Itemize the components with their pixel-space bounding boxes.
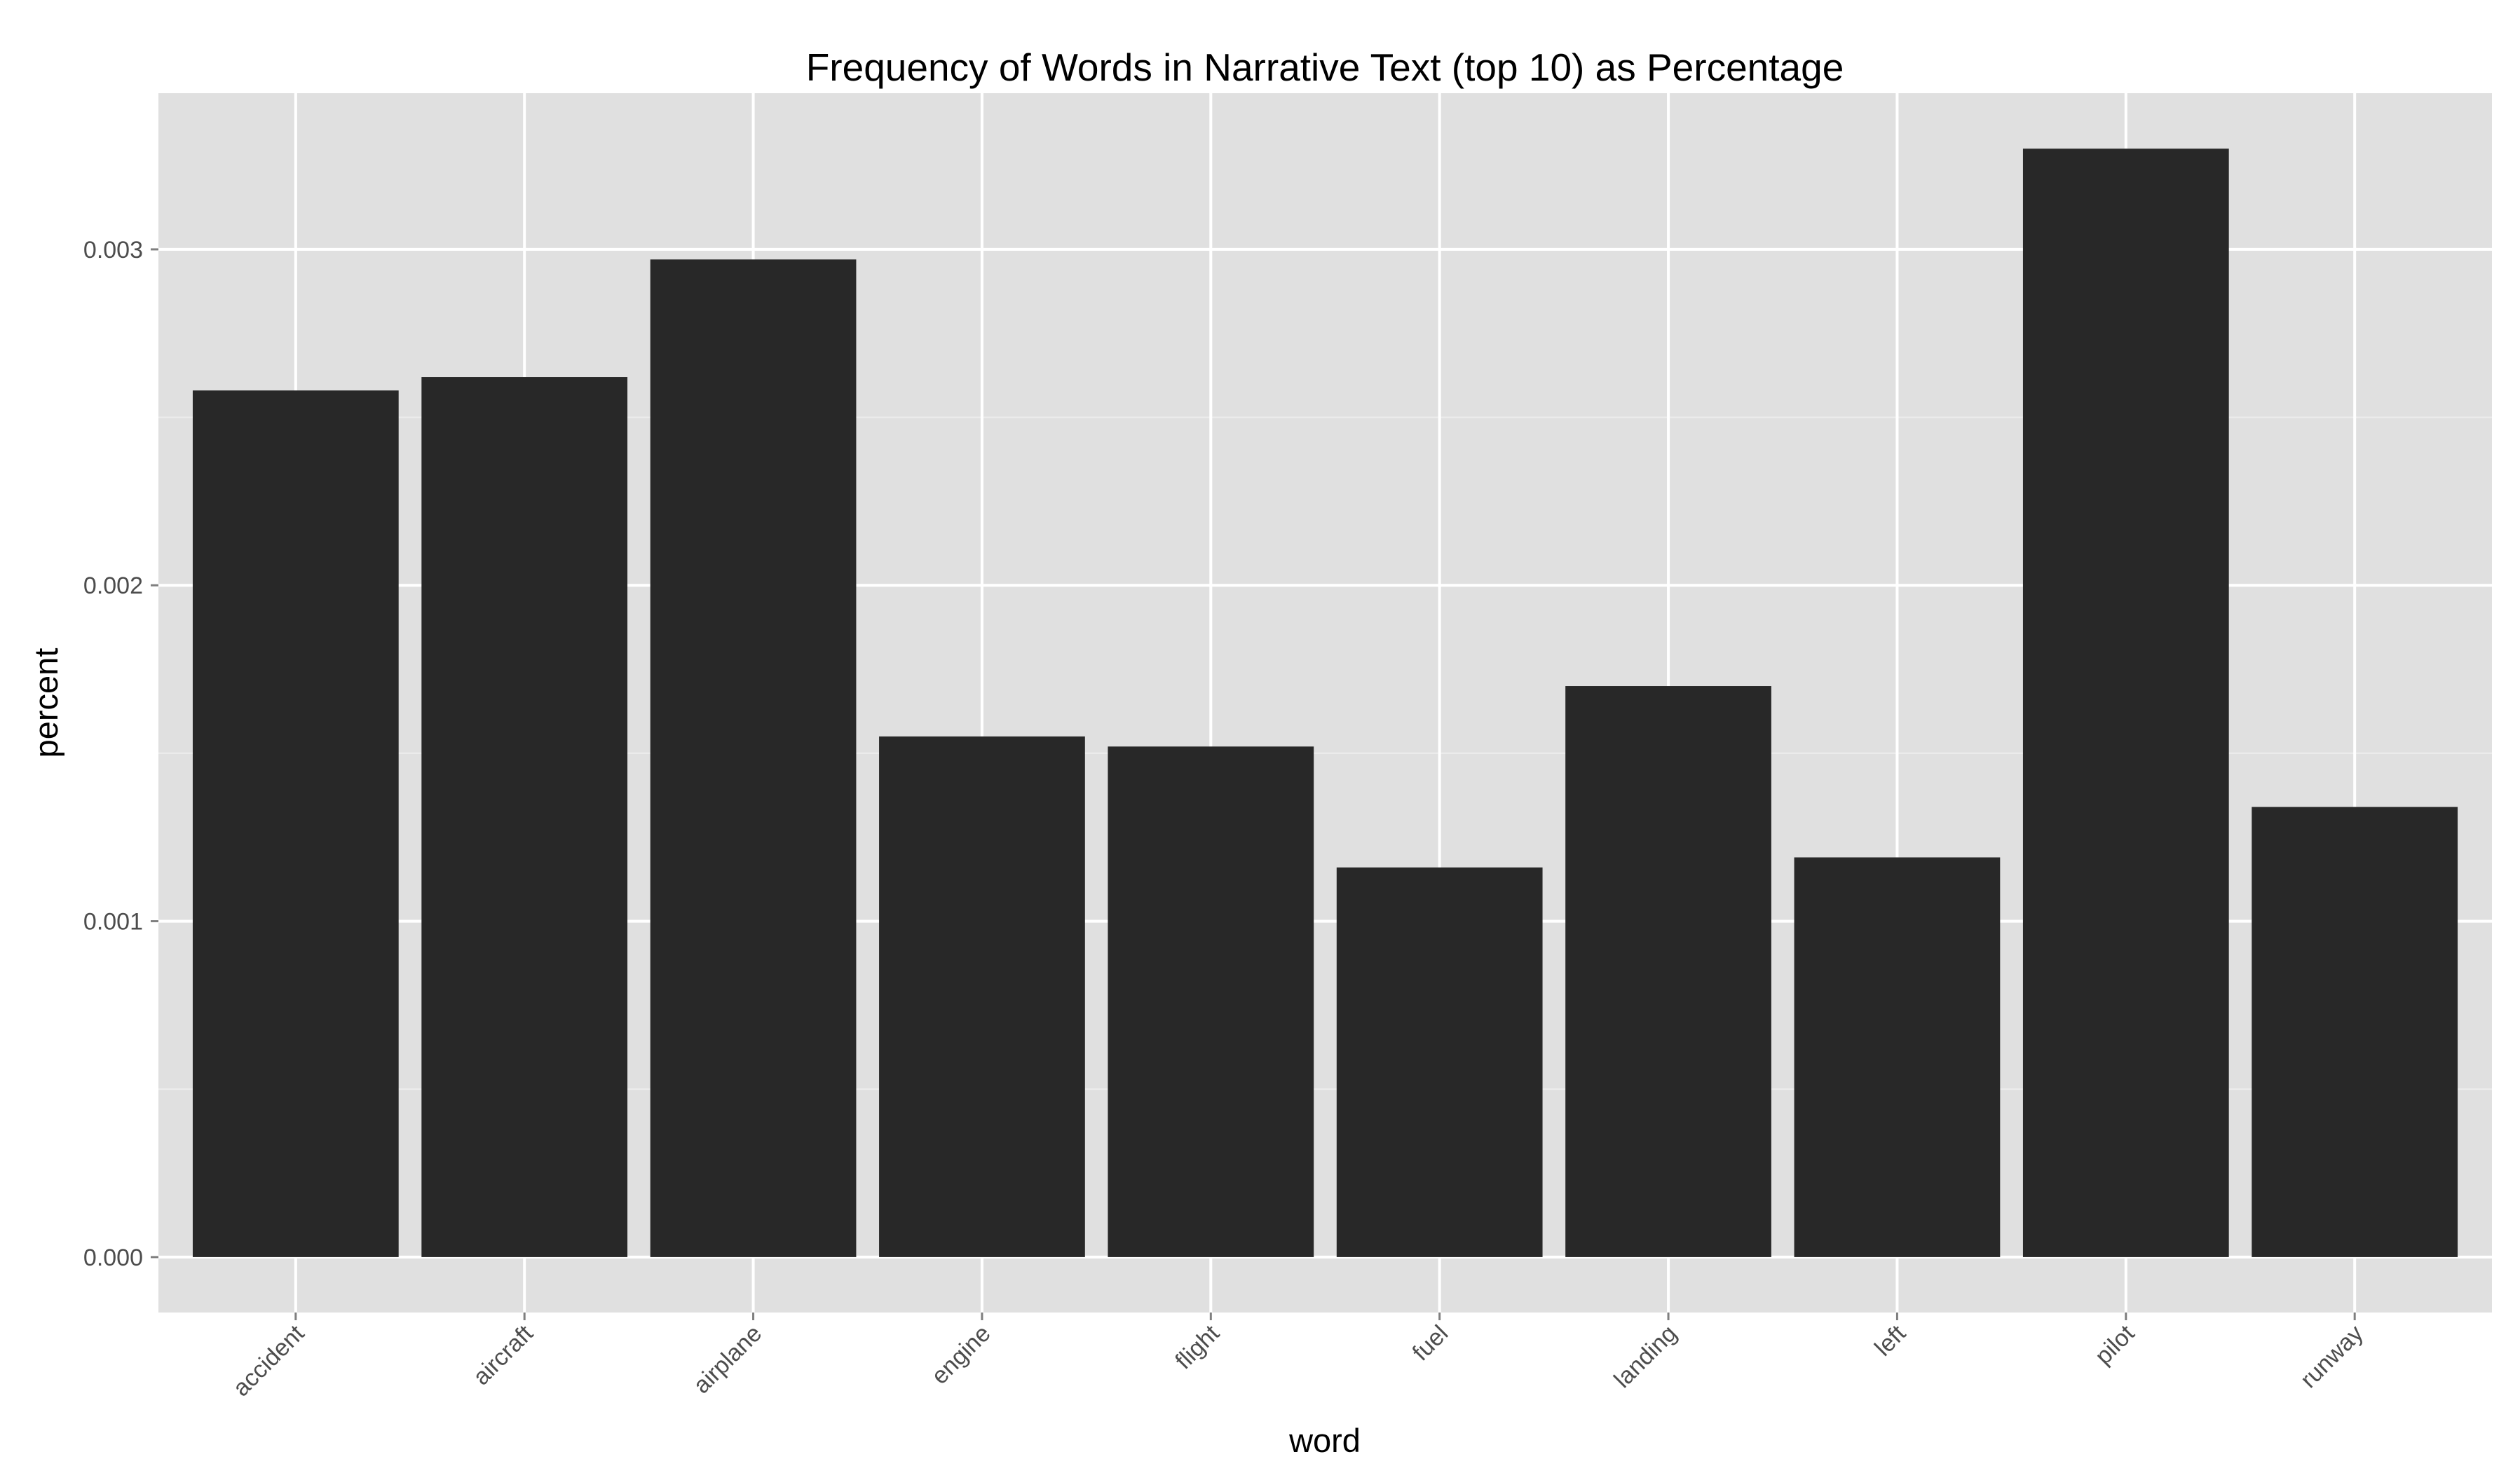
bar-landing bbox=[1565, 686, 1771, 1257]
y-tick-label: 0.000 bbox=[83, 1245, 143, 1271]
x-tick-label: landing bbox=[1609, 1320, 1682, 1393]
bar-airplane bbox=[650, 259, 857, 1257]
y-tick-label: 0.001 bbox=[83, 909, 143, 936]
y-tick-label: 0.002 bbox=[83, 573, 143, 599]
chart-title: Frequency of Words in Narrative Text (to… bbox=[806, 46, 1844, 89]
bars bbox=[192, 149, 2458, 1257]
x-axis-label: word bbox=[1288, 1422, 1361, 1459]
y-tick-label: 0.003 bbox=[83, 237, 143, 263]
bar-accident bbox=[192, 390, 399, 1257]
bar-flight bbox=[1108, 746, 1314, 1257]
x-axis: accident aircraft airplane engine flight fuel… bbox=[228, 1313, 2369, 1402]
x-tick-label: engine bbox=[927, 1320, 996, 1390]
y-axis-label: percent bbox=[27, 648, 64, 758]
x-tick-label: left bbox=[1869, 1320, 1911, 1361]
bar-engine bbox=[879, 736, 1085, 1257]
x-tick-label: airplane bbox=[688, 1320, 767, 1399]
x-tick-label: aircraft bbox=[468, 1320, 538, 1390]
bar-left bbox=[1794, 857, 2001, 1257]
x-tick-label: runway bbox=[2295, 1320, 2368, 1393]
y-axis: 0.000 0.001 0.002 0.003 bbox=[83, 237, 158, 1271]
bar-fuel bbox=[1336, 867, 1543, 1257]
x-tick-label: accident bbox=[228, 1320, 310, 1402]
bar-aircraft bbox=[421, 377, 628, 1257]
bar-runway bbox=[2252, 807, 2458, 1257]
bar-pilot bbox=[2022, 149, 2229, 1257]
x-tick-label: flight bbox=[1170, 1320, 1225, 1374]
x-tick-label: pilot bbox=[2090, 1320, 2139, 1369]
x-tick-label: fuel bbox=[1408, 1320, 1454, 1366]
